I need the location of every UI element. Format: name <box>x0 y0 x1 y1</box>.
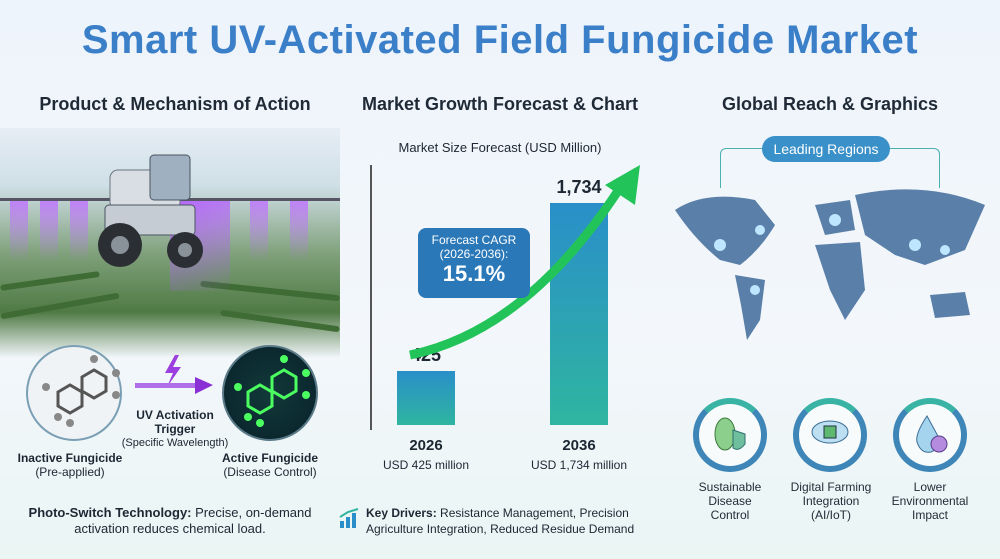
leading-regions-badge: Leading Regions <box>762 136 890 162</box>
value-sublabel: USD 1,734 million <box>530 458 628 472</box>
y-axis <box>370 165 372 430</box>
key-drivers: Key Drivers: Resistance Management, Prec… <box>338 505 663 537</box>
photo-switch-note: Photo-Switch Technology: Precise, on-dem… <box>28 505 312 536</box>
section-title-mechanism: Product & Mechanism of Action <box>39 94 311 114</box>
bar-chart: 425 2026 USD 425 million 1,734 2036 USD 1,734… <box>340 160 660 480</box>
value-sublabel: USD 425 million <box>382 458 470 472</box>
feature-environment: Lower Environmental Impact <box>885 398 975 522</box>
section-title-global: Global Reach & Graphics <box>721 94 939 114</box>
trend-chart-icon <box>339 508 359 528</box>
uv-arrow-icon <box>135 355 213 394</box>
feature-digital-farming: Digital Farming Integration (AI/IoT) <box>783 398 879 522</box>
inactive-fungicide-label: Inactive Fungicide (Pre-applied) <box>17 451 123 479</box>
tractor-icon <box>98 154 203 268</box>
data-label: 1,734 <box>556 177 602 197</box>
category-label: 2036 <box>562 437 596 454</box>
section-title-forecast: Market Growth Forecast & Chart <box>361 94 639 114</box>
active-molecule-icon <box>222 345 318 441</box>
cloud-chip-icon <box>793 398 867 472</box>
leaf-shield-icon <box>693 398 767 472</box>
feature-sustainable: Sustainable Disease Control <box>685 398 775 522</box>
world-map <box>675 189 985 340</box>
water-drop-x-icon <box>893 398 967 472</box>
inactive-molecule-icon <box>26 345 122 441</box>
page-title: Smart UV-Activated Field Fungicide Marke… <box>81 18 919 62</box>
chart-title: Market Size Forecast (USD Million) <box>398 140 602 155</box>
category-label: 2026 <box>409 437 443 454</box>
cagr-callout: Forecast CAGR (2026-2036): 15.1% <box>418 228 530 298</box>
active-fungicide-label: Active Fungicide (Disease Control) <box>221 451 319 479</box>
bar-2026 <box>397 370 455 425</box>
uv-trigger-label: UV Activation Trigger (Specific Wavelength… <box>121 408 229 449</box>
growth-arrow-icon <box>409 165 640 360</box>
